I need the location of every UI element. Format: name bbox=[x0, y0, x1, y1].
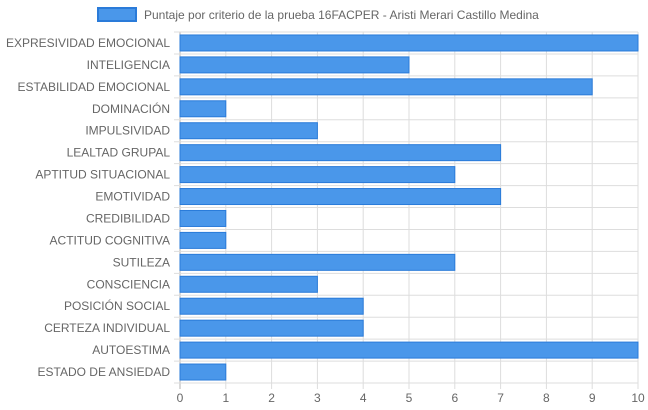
bar bbox=[179, 231, 227, 249]
x-tick-label: 7 bbox=[497, 391, 504, 405]
bar bbox=[179, 78, 593, 96]
category-label: EMOTIVIDAD bbox=[95, 190, 170, 204]
bar bbox=[179, 56, 410, 74]
category-label: POSICIÓN SOCIAL bbox=[64, 298, 170, 313]
category-label: DOMINACIÓN bbox=[92, 101, 170, 116]
bar bbox=[179, 297, 364, 315]
x-tick-label: 6 bbox=[451, 391, 458, 405]
category-label: IMPULSIVIDAD bbox=[85, 124, 170, 138]
x-tick-label: 5 bbox=[406, 391, 413, 405]
x-tick-label: 8 bbox=[543, 391, 550, 405]
bar bbox=[179, 319, 364, 337]
category-label: INTELIGENCIA bbox=[87, 58, 170, 72]
x-axis-ticks: 0 1 2 3 4 5 6 7 8 9 10 bbox=[177, 391, 645, 405]
category-label: SUTILEZA bbox=[113, 255, 170, 269]
bar bbox=[179, 253, 456, 271]
category-label: CERTEZA INDIVIDUAL bbox=[44, 321, 170, 335]
bar bbox=[179, 209, 227, 227]
x-tick-label: 1 bbox=[222, 391, 229, 405]
bar bbox=[179, 100, 227, 118]
category-label: ACTITUD COGNITIVA bbox=[50, 233, 170, 247]
category-label: EXPRESIVIDAD EMOCIONAL bbox=[6, 36, 170, 50]
x-tick-label: 2 bbox=[268, 391, 275, 405]
bar bbox=[179, 188, 502, 206]
bar bbox=[179, 341, 639, 359]
bar bbox=[179, 122, 318, 140]
category-label: ESTADO DE ANSIEDAD bbox=[38, 365, 171, 379]
category-labels: EXPRESIVIDAD EMOCIONAL INTELIGENCIA ESTABI… bbox=[6, 36, 170, 379]
bars bbox=[179, 34, 639, 381]
bar bbox=[179, 275, 318, 293]
category-label: LEALTAD GRUPAL bbox=[67, 146, 171, 160]
x-tick-label: 10 bbox=[631, 391, 645, 405]
bar bbox=[179, 34, 639, 52]
category-label: CONSCIENCIA bbox=[87, 277, 170, 291]
legend-label: Puntaje por criterio de la prueba 16FACP… bbox=[144, 8, 539, 22]
category-label: AUTOESTIMA bbox=[92, 343, 170, 357]
x-tick-label: 3 bbox=[314, 391, 321, 405]
category-label: ESTABILIDAD EMOCIONAL bbox=[18, 80, 171, 94]
x-tick-label: 9 bbox=[589, 391, 596, 405]
bar bbox=[179, 166, 456, 184]
x-tick-label: 4 bbox=[360, 391, 367, 405]
category-label: CREDIBILIDAD bbox=[86, 211, 170, 225]
bar bbox=[179, 144, 502, 162]
category-label: APTITUD SITUACIONAL bbox=[35, 168, 170, 182]
x-tick-label: 0 bbox=[177, 391, 184, 405]
legend[interactable]: Puntaje por criterio de la prueba 16FACP… bbox=[97, 7, 539, 22]
legend-swatch bbox=[97, 7, 137, 22]
bar bbox=[179, 363, 227, 381]
